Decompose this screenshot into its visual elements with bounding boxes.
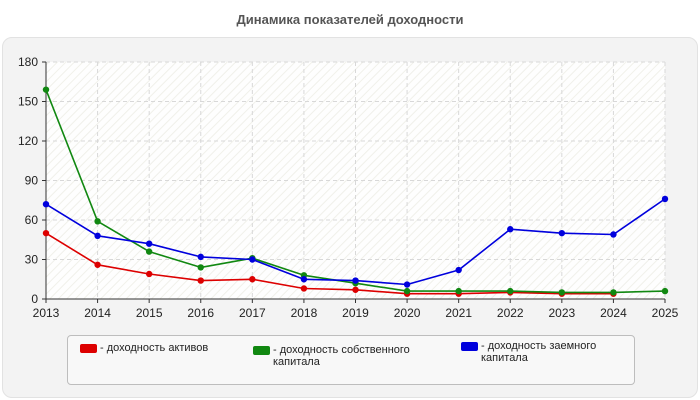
x-tick-label: 2023 <box>548 306 575 320</box>
series-points <box>42 86 669 297</box>
legend-swatch-red <box>80 344 97 353</box>
x-tick-label: 2017 <box>239 306 266 320</box>
x-tick-label: 2018 <box>291 306 318 320</box>
data-point <box>94 232 101 239</box>
x-tick-label: 2021 <box>445 306 472 320</box>
legend-swatch-blue <box>461 342 478 351</box>
legend-label: - доходность заемного капитала <box>481 340 597 364</box>
data-point <box>300 285 308 292</box>
data-point <box>197 253 204 261</box>
x-tick-label: 2024 <box>600 306 627 320</box>
y-tick-label: 60 <box>25 213 39 227</box>
data-point <box>249 256 256 263</box>
data-point <box>249 276 256 283</box>
y-tick-label: 180 <box>18 55 38 69</box>
x-tick-label: 2014 <box>84 306 111 320</box>
data-point <box>558 229 566 237</box>
x-tick-label: 2022 <box>497 306 524 320</box>
data-point <box>42 86 50 93</box>
legend-swatch-green <box>253 346 270 355</box>
data-point <box>403 287 411 295</box>
data-point <box>558 289 566 296</box>
data-point <box>661 195 669 203</box>
data-point <box>610 231 617 238</box>
x-tick-label: 2015 <box>136 306 163 320</box>
series-line-0 <box>45 232 614 295</box>
data-point <box>94 218 101 225</box>
y-tick-label: 30 <box>25 253 39 267</box>
y-tick-label: 90 <box>25 174 39 188</box>
x-axis-ticks: 2013 2014 2015 2016 2017 2018 2019 2020 2021 2022… <box>33 299 679 320</box>
data-point <box>145 240 153 247</box>
data-point <box>300 276 308 283</box>
data-point <box>42 201 50 208</box>
data-point <box>403 281 411 288</box>
data-point <box>42 229 50 237</box>
x-tick-label: 2025 <box>652 306 679 320</box>
data-point <box>455 266 462 274</box>
legend: - доходность активов - доходность собств… <box>67 335 635 385</box>
data-point <box>145 270 153 278</box>
legend-label: - доходность собственного капитала <box>273 344 410 368</box>
data-point <box>197 264 204 271</box>
x-tick-label: 2013 <box>33 306 60 320</box>
data-point <box>352 277 359 284</box>
data-point <box>94 261 101 268</box>
data-point <box>145 248 153 255</box>
gridlines <box>46 61 666 299</box>
x-tick-label: 2016 <box>187 306 214 320</box>
data-point <box>610 289 617 296</box>
data-point <box>197 277 204 284</box>
data-point <box>507 287 514 295</box>
data-point <box>455 287 462 295</box>
legend-label: - доходность активов <box>100 342 209 354</box>
y-tick-label: 0 <box>31 292 38 306</box>
data-point <box>507 226 514 233</box>
x-tick-label: 2020 <box>394 306 421 320</box>
data-point <box>661 287 669 295</box>
x-tick-label: 2019 <box>342 306 369 320</box>
y-tick-label: 120 <box>18 134 38 148</box>
y-axis-ticks: 0 30 60 90 120 150 180 <box>18 55 46 306</box>
data-point <box>352 286 359 293</box>
chart-title: Динамика показателей доходности <box>236 12 464 27</box>
y-tick-label: 150 <box>18 95 38 109</box>
